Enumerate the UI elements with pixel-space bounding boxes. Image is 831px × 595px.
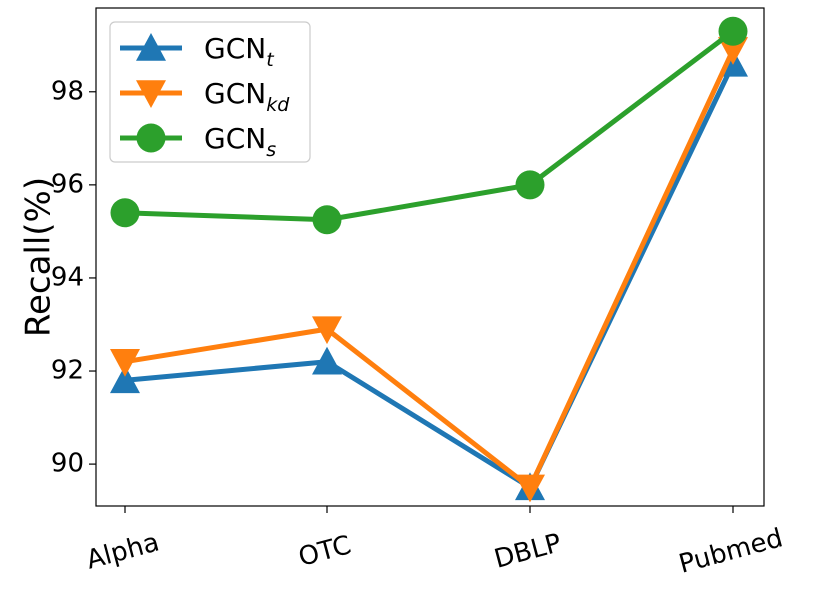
legend-label: GCNkd bbox=[204, 77, 290, 116]
series-line bbox=[124, 62, 736, 490]
y-tick-label: 94 bbox=[51, 262, 84, 292]
y-axis-label: Recall(%) bbox=[19, 177, 59, 337]
legend-label: GCNt bbox=[204, 32, 275, 71]
y-tick-label: 96 bbox=[51, 169, 84, 199]
series-line bbox=[124, 29, 735, 223]
series-gcn-kd bbox=[110, 37, 748, 503]
data-point bbox=[515, 170, 545, 200]
x-tick-label: OTC bbox=[295, 530, 354, 573]
legend-marker bbox=[136, 80, 166, 108]
legend-label: GCNs bbox=[204, 122, 276, 161]
series-line bbox=[124, 48, 736, 490]
x-tick-label: Pubmed bbox=[676, 523, 786, 579]
data-point bbox=[718, 16, 748, 46]
legend-label-subscript: s bbox=[266, 139, 276, 161]
data-point bbox=[110, 198, 140, 228]
legend-label-subscript: kd bbox=[266, 94, 290, 116]
data-point bbox=[312, 205, 342, 235]
data-point bbox=[110, 365, 140, 394]
x-tick-label: Alpha bbox=[83, 527, 162, 575]
legend-label-main: GCN bbox=[204, 122, 266, 155]
y-axis: 90 92 94 96 98 bbox=[51, 76, 96, 479]
legend-label-main: GCN bbox=[204, 32, 266, 65]
legend-marker bbox=[136, 33, 166, 61]
series-gcn-s bbox=[110, 16, 748, 235]
y-tick-label: 98 bbox=[51, 76, 84, 106]
legend-item: GCNt bbox=[120, 32, 275, 71]
x-tick-label: DBLP bbox=[491, 528, 564, 575]
y-tick-label: 90 bbox=[51, 449, 84, 479]
legend-item: GCNkd bbox=[120, 77, 290, 116]
x-axis: Alpha OTC DBLP Pubmed bbox=[83, 506, 786, 580]
data-point bbox=[110, 348, 140, 377]
data-point bbox=[515, 474, 545, 503]
series-layer bbox=[110, 16, 748, 503]
data-point bbox=[312, 346, 342, 375]
legend-marker bbox=[136, 123, 166, 153]
data-point bbox=[312, 316, 342, 345]
legend-item: GCNs bbox=[120, 122, 276, 161]
data-point bbox=[718, 37, 748, 65]
legend-label-main: GCN bbox=[204, 77, 266, 110]
y-tick-label: 92 bbox=[51, 356, 84, 386]
legend-label-subscript: t bbox=[266, 49, 275, 71]
